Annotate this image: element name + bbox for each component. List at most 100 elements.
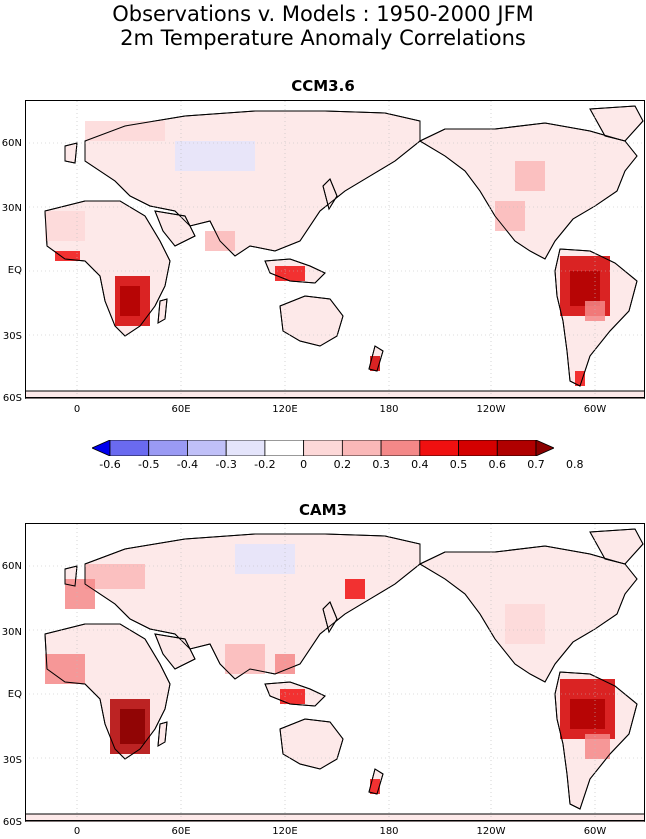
ylabel-30s-2: 30S <box>2 755 22 766</box>
ccm-new-zealand-coast <box>368 345 384 372</box>
cam-patch-4 <box>280 689 305 704</box>
ccm-south-america-coast <box>554 248 638 387</box>
colorbar-box-7 <box>341 440 382 456</box>
ccm-patch-3 <box>120 286 140 316</box>
ccm-land <box>25 105 645 399</box>
xlabel-60w-2: 60W <box>583 826 607 837</box>
map-cam-svg <box>25 524 645 822</box>
ccm-indonesia-coast <box>264 258 326 284</box>
colorbar-left-arrow <box>92 440 111 456</box>
xlabel-180-2: 180 <box>379 826 399 837</box>
cam-patch-7 <box>585 734 610 759</box>
cam-north-america-coast <box>418 545 638 683</box>
panel-title-ccm: CCM3.6 <box>291 77 355 95</box>
xlabel-120w: 120W <box>476 404 506 415</box>
ccm-correlation-patches <box>45 121 610 386</box>
colorbar-tick-label: -0.6 <box>99 458 121 471</box>
colorbar-box-2 <box>148 440 188 456</box>
ccm-arabia-coast <box>154 210 196 247</box>
ylabel-60s-2: 60S <box>2 817 22 828</box>
panel-title-cam: CAM3 <box>299 501 347 519</box>
cam-south-america-coast <box>554 671 638 810</box>
colorbar-tick-label: -0.2 <box>254 458 276 471</box>
colorbar <box>92 440 554 456</box>
xlabel-0: 0 <box>73 404 81 415</box>
cam-antarctica-outline <box>25 813 645 822</box>
figure-title-line1: Observations v. Models : 1950-2000 JFM <box>112 2 534 26</box>
ylabel-60n-2: 60N <box>1 561 22 572</box>
colorbar-box-9 <box>419 440 459 456</box>
colorbar-box-8 <box>380 440 421 456</box>
cam-patch-1 <box>570 699 605 729</box>
cam-patch-13 <box>65 579 95 609</box>
colorbar-tick-label: 0.8 <box>565 458 584 471</box>
ccm-antarctica-coast <box>25 390 645 399</box>
ccm-madagascar-coast <box>157 298 168 324</box>
ccm-coastlines <box>25 105 645 399</box>
ylabel-eq-2: EQ <box>7 689 22 700</box>
colorbar-tick-label: 0 <box>300 458 308 471</box>
xlabel-60w: 60W <box>583 404 607 415</box>
ccm-patch-4 <box>275 266 305 281</box>
ylabel-30s: 30S <box>2 331 22 342</box>
colorbar-box-11 <box>496 440 537 456</box>
cam-europe-asia-coast <box>84 533 421 680</box>
xlabel-180: 180 <box>379 404 399 415</box>
ccm-europe-asia-coast <box>84 110 421 257</box>
cam-coastlines <box>25 528 645 822</box>
colorbar-tick-label: -0.5 <box>137 458 160 471</box>
xlabel-120w-2: 120W <box>476 826 506 837</box>
figure-title-line2: 2m Temperature Anomaly Correlations <box>120 26 526 50</box>
cam-uk-coast <box>64 565 78 587</box>
ccm-patch-8 <box>515 161 545 191</box>
colorbar-box-4 <box>225 440 266 456</box>
cam-new-zealand-coast <box>368 768 384 795</box>
ccm-patch-10 <box>45 211 85 241</box>
colorbar-box-10 <box>458 440 498 456</box>
cam-africa-outline <box>44 623 171 760</box>
colorbar-tick-label: -0.4 <box>176 458 199 471</box>
colorbar-box-3 <box>187 440 227 456</box>
colorbar-box-1 <box>109 440 150 456</box>
cam-patch-5 <box>370 779 380 794</box>
cam-correlation-patches <box>45 544 615 794</box>
ylabel-60s: 60S <box>2 393 22 404</box>
colorbar-tick-label: 0.5 <box>449 458 468 471</box>
cam-madagascar-coast <box>157 721 168 747</box>
cam-africa-coast <box>44 623 171 760</box>
cam-greenland-coast <box>589 528 644 565</box>
ccm-north-america-coast <box>418 122 638 260</box>
colorbar-box-5 <box>264 440 305 456</box>
map-panel-ccm <box>25 101 645 399</box>
cam-japan-coast <box>322 601 338 634</box>
ylabel-eq: EQ <box>7 265 22 276</box>
ccm-gridlines <box>25 101 645 399</box>
ccm-patch-13 <box>495 201 525 231</box>
ccm-japan-coast <box>322 178 338 211</box>
map-panel-cam <box>25 524 645 822</box>
colorbar-tick-label: 0.2 <box>333 458 352 471</box>
ccm-patch-6 <box>55 251 80 261</box>
cam-gridlines <box>25 524 645 822</box>
cam-patch-6 <box>45 654 85 684</box>
ccm-uk-coast <box>64 142 78 164</box>
ccm-africa-coast <box>44 200 171 337</box>
colorbar-tick-label: -0.3 <box>215 458 237 471</box>
colorbar-tick-label: 0.7 <box>527 458 545 471</box>
xlabel-120e-2: 120E <box>272 826 298 837</box>
cam-indonesia-coast <box>264 681 326 707</box>
cam-australia-coast <box>279 718 344 770</box>
colorbar-tick-label: 0.6 <box>488 458 507 471</box>
ylabel-30n-2: 30N <box>1 627 22 638</box>
ylabel-60n: 60N <box>1 138 22 149</box>
xlabel-60e: 60E <box>171 404 191 415</box>
colorbar-right-arrow <box>535 440 554 456</box>
colorbar-tick-label: 0.4 <box>411 458 429 471</box>
colorbar-box-6 <box>303 440 343 456</box>
ccm-patch-5 <box>370 356 380 371</box>
xlabel-0-2: 0 <box>73 826 81 837</box>
cam-patch-12 <box>345 579 365 599</box>
cam-antarctica-coast <box>25 813 645 822</box>
ylabel-30n: 30N <box>1 203 22 214</box>
